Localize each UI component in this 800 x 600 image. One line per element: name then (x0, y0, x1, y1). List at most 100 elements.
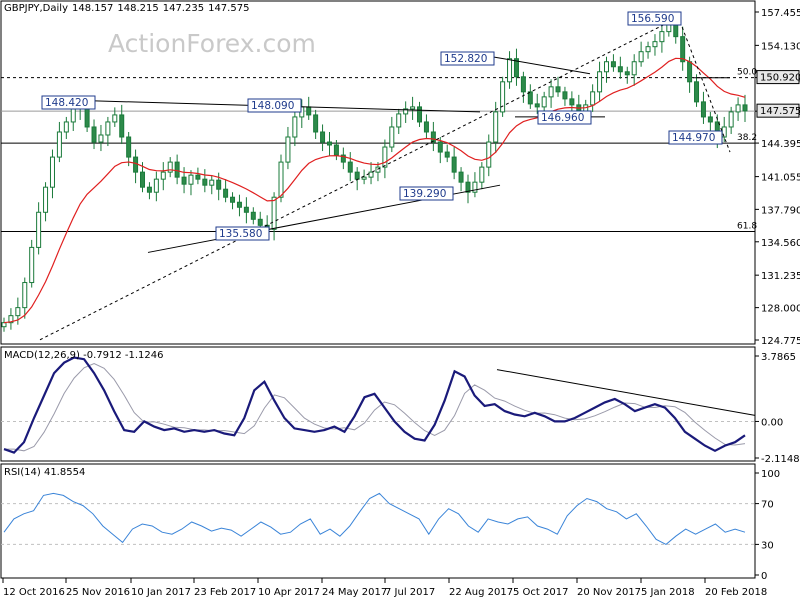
x-tick-label: 20 Feb 2018 (705, 587, 767, 598)
candle-body (91, 126, 97, 143)
candle-body (555, 86, 561, 93)
candle-body (236, 201, 242, 208)
price-tick-label: 141.055 (761, 173, 800, 184)
candle-body (472, 181, 478, 193)
candle-body (548, 86, 554, 98)
candle-body (354, 171, 360, 180)
price-tag-box (756, 103, 800, 118)
axis-layer: 157.455 154.130 150.920 147.575 144.395 141.0… (2, 8, 800, 598)
candle-body (250, 211, 256, 220)
rsi-line (3, 492, 746, 545)
macd-layer (1, 356, 756, 454)
candle-body (1, 322, 7, 328)
candle-body (70, 108, 76, 123)
price-label-148.420: 148.420 (45, 97, 88, 109)
price-label-box (215, 226, 270, 241)
price-tick-label: 134.560 (761, 238, 800, 249)
candle-body (43, 186, 49, 213)
x-tick-label: 22 Aug 2017 (449, 587, 513, 598)
candle-body (520, 76, 526, 93)
price-tick-label: 157.455 (761, 8, 800, 19)
candle-body (22, 282, 28, 309)
candle-body (707, 116, 713, 123)
candle-body (347, 161, 353, 173)
candle-body (160, 171, 166, 180)
candle-body (624, 71, 630, 76)
trendline-channel (491, 56, 591, 75)
price-label-152.820: 152.820 (444, 53, 487, 65)
candle-body (417, 106, 423, 123)
candle-body (742, 104, 748, 112)
candle-body (513, 58, 519, 78)
price-tick-label: 128.000 (761, 304, 800, 315)
candle-body (29, 246, 35, 284)
candle-body (63, 121, 69, 133)
candle-body (216, 179, 222, 190)
price-label-box (627, 11, 682, 26)
candle-body (597, 71, 603, 93)
candle-body (340, 154, 346, 163)
candle-body (140, 171, 146, 188)
candle-body (285, 136, 291, 163)
rsi-layer (1, 492, 755, 545)
candle-body (500, 81, 506, 113)
macd-signal-line (4, 362, 746, 452)
price-label-144.970: 144.970 (672, 132, 715, 144)
candle-body (659, 31, 665, 43)
ema-line (3, 57, 746, 324)
candle-body (444, 151, 450, 158)
price-tag-150.920: 150.920 (760, 73, 800, 84)
price-label-139.290: 139.290 (403, 188, 446, 200)
price-label-148.090: 148.090 (251, 100, 294, 112)
candle-body (133, 156, 139, 173)
candle-body (680, 36, 686, 63)
candle-body (610, 61, 616, 68)
candle-body (257, 218, 263, 226)
candle-body (430, 131, 436, 143)
candle-body (306, 106, 312, 116)
candle-body (292, 116, 298, 138)
price-tag-147.575: 147.575 (760, 106, 800, 117)
fib-label-38.2: 38.2 (737, 133, 757, 143)
x-tick-label: 7 Jul 2017 (385, 587, 435, 598)
candle-body (694, 81, 700, 103)
candle-body (36, 211, 42, 248)
macd-trendline (496, 369, 756, 416)
candle-body (146, 186, 152, 193)
macd-line (3, 356, 746, 454)
candle-body (631, 61, 637, 76)
x-tick-label: 25 Nov 2016 (66, 587, 130, 598)
candle-body (278, 161, 284, 198)
candle-body (181, 176, 187, 185)
price-tag-box (756, 70, 800, 85)
candle-body (49, 156, 55, 188)
rsi-tick-label: 100 (761, 469, 780, 480)
price-label-box (537, 110, 592, 125)
candle-body (465, 181, 471, 193)
candle-body (84, 106, 90, 128)
candle-body (562, 91, 568, 100)
candle-body (209, 179, 215, 186)
candle-body (638, 51, 644, 63)
candle-body (603, 61, 609, 73)
candle-body (230, 196, 236, 203)
candle-body (479, 166, 485, 183)
fib-label-61.8: 61.8 (737, 222, 757, 232)
macd-tick-label: 0.00 (761, 417, 783, 428)
rsi-tick-label: 0 (761, 571, 767, 582)
candle-body (167, 161, 173, 173)
candle-body (112, 114, 118, 123)
price-tick-label: 154.130 (761, 41, 800, 52)
candle-body (326, 141, 332, 146)
candle-body (569, 98, 575, 106)
candle-body (652, 41, 658, 48)
candle-body (105, 121, 111, 136)
candle-body (527, 91, 533, 105)
macd-tick-label: 3.7865 (761, 352, 796, 363)
price-label-box (668, 130, 723, 145)
candle-body (98, 134, 104, 143)
candle-body (403, 108, 409, 115)
candle-body (700, 101, 706, 118)
